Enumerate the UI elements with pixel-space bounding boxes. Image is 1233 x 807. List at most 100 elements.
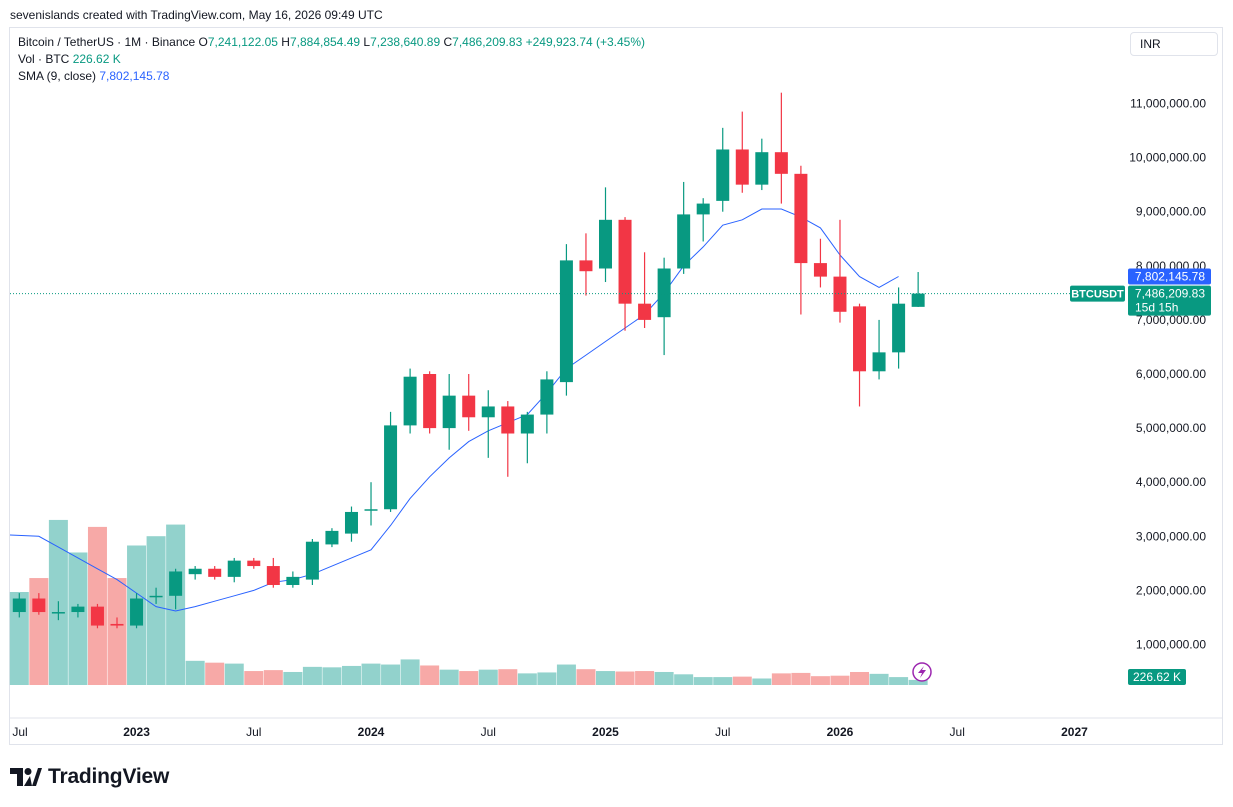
legend-row-sma: SMA (9, close) 7,802,145.78 bbox=[18, 69, 169, 83]
x-tick-label: Jul bbox=[481, 725, 496, 739]
y-tick-label: 9,000,000.00 bbox=[1136, 205, 1206, 219]
sma-line bbox=[9, 208, 899, 612]
y-tick-label: 2,000,000.00 bbox=[1136, 583, 1206, 597]
volume-bar bbox=[635, 671, 655, 685]
volume-bar bbox=[771, 673, 791, 685]
candle-body bbox=[188, 568, 202, 575]
open-value: 7,241,122.05 bbox=[207, 35, 278, 49]
volume-bar bbox=[283, 671, 303, 685]
volume-bar bbox=[576, 669, 596, 685]
volume-bar bbox=[107, 578, 127, 685]
candle-body bbox=[403, 376, 417, 426]
candle-body bbox=[462, 395, 476, 418]
candle-body bbox=[442, 395, 456, 429]
candle-body bbox=[540, 379, 554, 415]
x-tick-label: 2027 bbox=[1061, 725, 1088, 739]
candle-body bbox=[344, 511, 358, 534]
y-tick-label: 1,000,000.00 bbox=[1136, 638, 1206, 652]
sma-price-label-bg bbox=[1128, 268, 1211, 285]
x-tick-label: 2025 bbox=[592, 725, 619, 739]
x-tick-label: Jul bbox=[246, 725, 261, 739]
candle-body bbox=[794, 173, 808, 264]
volume-bar bbox=[713, 677, 733, 685]
tradingview-logo: TradingView bbox=[10, 765, 169, 789]
candle-body bbox=[130, 598, 144, 626]
volume-bar bbox=[302, 666, 322, 685]
y-tick-label: 7,000,000.00 bbox=[1136, 313, 1206, 327]
chart-frame bbox=[9, 27, 1223, 745]
candle-body bbox=[892, 303, 906, 353]
candle-body bbox=[227, 560, 241, 577]
candle-body bbox=[833, 276, 847, 312]
legend-row-price: Bitcoin / TetherUS · 1M · Binance O7,241… bbox=[18, 35, 645, 49]
candle-body bbox=[520, 414, 534, 434]
x-tick-label: 2024 bbox=[358, 725, 385, 739]
volume-bar bbox=[341, 665, 361, 685]
volume-bar bbox=[68, 552, 88, 685]
currency-button[interactable]: INR bbox=[1130, 32, 1218, 56]
volume-bar bbox=[869, 673, 889, 685]
change-value: +249,923.74 (+3.45%) bbox=[525, 35, 646, 49]
candle-body bbox=[774, 152, 788, 174]
candle-body bbox=[90, 606, 104, 626]
volume-bar bbox=[615, 671, 635, 685]
candle-body bbox=[657, 268, 671, 318]
volume-bar bbox=[146, 536, 166, 685]
x-tick-label: Jul bbox=[950, 725, 965, 739]
volume-bar bbox=[224, 663, 244, 685]
volume-bar bbox=[459, 671, 479, 685]
volume-price-label: 226.62 K bbox=[1133, 670, 1181, 684]
candle-body bbox=[12, 598, 26, 613]
lightning-icon-bolt bbox=[918, 666, 926, 678]
volume-bar bbox=[517, 673, 537, 685]
volume-bar bbox=[263, 670, 283, 685]
candle-body bbox=[755, 152, 769, 185]
volume-bar bbox=[381, 664, 401, 685]
symbol-description[interactable]: Bitcoin / TetherUS · 1M · Binance bbox=[18, 35, 196, 49]
symbol-tag-bg bbox=[1070, 285, 1125, 302]
candle-body bbox=[618, 219, 632, 304]
countdown-label: 15d 15h bbox=[1135, 301, 1178, 315]
y-tick-label: 10,000,000.00 bbox=[1129, 151, 1206, 165]
volume-bar bbox=[244, 671, 264, 685]
volume-bar bbox=[400, 659, 420, 685]
candle-body bbox=[51, 612, 65, 614]
volume-bar bbox=[850, 671, 870, 685]
candle-body bbox=[481, 406, 495, 418]
legend-row-volume: Vol · BTC 226.62 K bbox=[18, 52, 121, 66]
candle-body bbox=[559, 260, 573, 383]
candle-body bbox=[247, 560, 261, 567]
sma-label[interactable]: SMA (9, close) bbox=[18, 69, 97, 83]
high-label: H bbox=[281, 35, 290, 49]
tradingview-logo-icon bbox=[10, 768, 42, 786]
candle-body bbox=[208, 568, 222, 577]
volume-bar bbox=[498, 669, 518, 685]
volume-bar bbox=[537, 672, 557, 685]
volume-bar bbox=[732, 676, 752, 685]
volume-label[interactable]: Vol · BTC bbox=[18, 52, 70, 66]
volume-bar bbox=[830, 675, 850, 685]
volume-bar bbox=[693, 677, 713, 685]
candle-body bbox=[384, 425, 398, 510]
candle-body bbox=[169, 571, 183, 596]
low-value: 7,238,640.89 bbox=[370, 35, 441, 49]
volume-bar bbox=[908, 679, 928, 685]
volume-bar bbox=[752, 678, 772, 685]
open-label: O bbox=[198, 35, 208, 49]
x-tick-label: 2026 bbox=[827, 725, 854, 739]
volume-bar bbox=[889, 677, 909, 685]
x-tick-label: Jul bbox=[12, 725, 27, 739]
lightning-icon[interactable] bbox=[912, 662, 932, 682]
y-tick-label: 6,000,000.00 bbox=[1136, 367, 1206, 381]
volume-bar bbox=[674, 674, 694, 685]
y-tick-label: 4,000,000.00 bbox=[1136, 475, 1206, 489]
y-tick-label: 11,000,000.00 bbox=[1130, 97, 1206, 111]
current-price-label-bg bbox=[1128, 285, 1211, 316]
candle-body bbox=[579, 260, 593, 272]
candle-body bbox=[813, 263, 827, 277]
y-tick-label: 5,000,000.00 bbox=[1136, 421, 1206, 435]
volume-value: 226.62 K bbox=[72, 52, 121, 66]
candle-body bbox=[149, 595, 163, 598]
volume-bar bbox=[791, 672, 811, 685]
